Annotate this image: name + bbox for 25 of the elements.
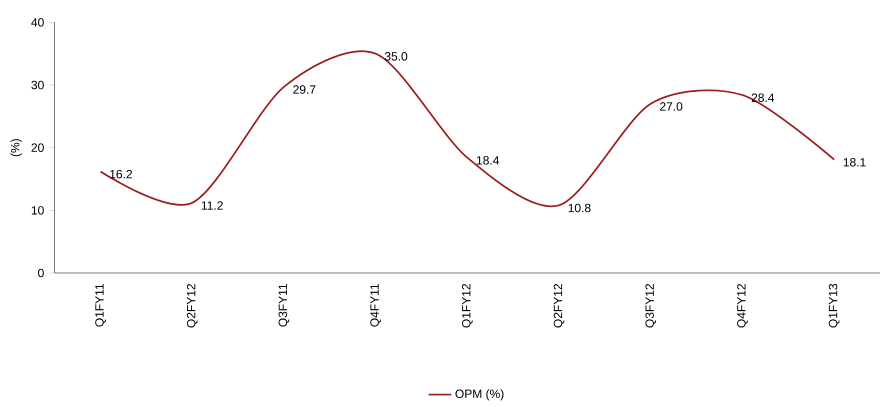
y-tick-label: 10 — [32, 206, 44, 215]
x-tick-label: Q2FY12 — [186, 284, 198, 328]
x-tick-label: Q4FY11 — [370, 284, 381, 327]
y-axis-title: (%) — [10, 139, 22, 156]
y-tick-label: 20 — [32, 143, 44, 152]
x-tick-label: Q1FY13 — [828, 284, 840, 328]
y-tick-label: 30 — [31, 80, 44, 90]
data-label: 35.0 — [384, 52, 408, 61]
data-label: 10.8 — [568, 204, 591, 212]
data-label: 29.7 — [293, 85, 316, 94]
x-tick-label: Q1FY11 — [95, 284, 106, 327]
x-tick-label: Q3FY12 — [645, 284, 656, 328]
legend-label: OPM (%) — [455, 389, 504, 400]
y-tick-label: 0 — [38, 268, 44, 278]
x-tick-label: Q2FY12 — [554, 284, 564, 328]
data-label: 18.1 — [844, 158, 866, 166]
x-tick-label: Q1FY12 — [462, 284, 473, 328]
data-label: 18.4 — [476, 156, 500, 165]
x-tick-label: Q4FY12 — [737, 284, 748, 328]
x-tick-label: Q3FY11 — [278, 284, 290, 327]
data-label: 11.2 — [202, 201, 223, 210]
data-label: 27.0 — [660, 102, 682, 111]
data-label: 16.2 — [110, 170, 132, 178]
y-tick-label: 40 — [31, 18, 44, 27]
data-label: 28.4 — [752, 93, 774, 102]
